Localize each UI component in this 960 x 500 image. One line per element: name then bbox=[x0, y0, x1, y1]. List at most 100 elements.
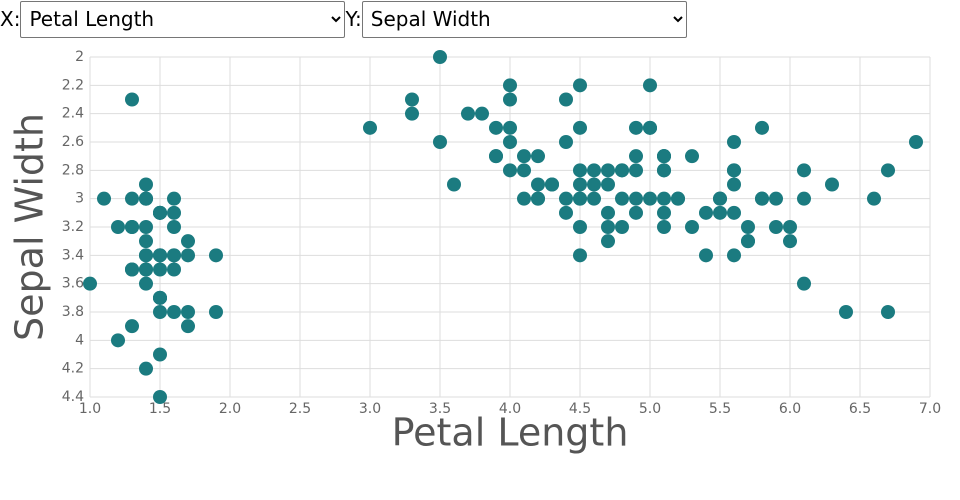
point bbox=[153, 262, 167, 277]
point bbox=[489, 120, 503, 135]
point bbox=[699, 248, 713, 263]
point bbox=[643, 120, 657, 135]
point bbox=[167, 248, 181, 263]
point bbox=[685, 149, 699, 164]
y-tick-label: 3.8 bbox=[62, 304, 84, 320]
point bbox=[825, 177, 839, 192]
point bbox=[531, 177, 545, 192]
point bbox=[657, 149, 671, 164]
x-tick-label: 3.0 bbox=[359, 401, 381, 417]
point bbox=[629, 205, 643, 220]
point bbox=[783, 234, 797, 249]
y-tick-label: 3.4 bbox=[62, 247, 84, 263]
point bbox=[601, 163, 615, 178]
x-tick-label: 3.5 bbox=[429, 401, 451, 417]
y-select[interactable]: Sepal Width bbox=[361, 0, 687, 38]
y-tick-label: 4.2 bbox=[62, 361, 84, 377]
point bbox=[503, 163, 517, 178]
point bbox=[839, 305, 853, 319]
axis-controls: X: Petal Length Y: Sepal Width bbox=[0, 0, 687, 38]
x-tick-label: 7.0 bbox=[919, 401, 941, 417]
y-tick-label: 2.8 bbox=[62, 162, 84, 178]
point bbox=[615, 220, 629, 234]
point bbox=[881, 305, 895, 319]
point bbox=[559, 92, 573, 107]
point bbox=[601, 177, 615, 192]
point bbox=[83, 276, 97, 291]
x-tick-label: 1.0 bbox=[79, 401, 101, 417]
point bbox=[573, 78, 587, 93]
y-tick-label: 3 bbox=[75, 191, 84, 207]
point bbox=[181, 305, 195, 319]
point bbox=[405, 92, 419, 107]
point bbox=[629, 191, 643, 206]
point bbox=[125, 319, 139, 334]
point bbox=[783, 220, 797, 234]
point bbox=[503, 78, 517, 93]
x-axis-title: Petal Length bbox=[392, 411, 629, 455]
y-select-label: Y: bbox=[345, 7, 362, 31]
point bbox=[125, 92, 139, 107]
point bbox=[447, 177, 461, 192]
point bbox=[139, 248, 153, 263]
point bbox=[489, 149, 503, 164]
point bbox=[139, 234, 153, 249]
point bbox=[867, 191, 881, 206]
point bbox=[209, 248, 223, 263]
point bbox=[727, 163, 741, 178]
point bbox=[517, 149, 531, 164]
point bbox=[573, 120, 587, 135]
point bbox=[125, 262, 139, 277]
point bbox=[755, 191, 769, 206]
point bbox=[125, 220, 139, 234]
x-tick-label: 2.5 bbox=[289, 401, 311, 417]
point bbox=[629, 163, 643, 178]
point bbox=[573, 220, 587, 234]
point bbox=[657, 191, 671, 206]
point bbox=[139, 177, 153, 192]
point bbox=[685, 220, 699, 234]
point bbox=[433, 50, 447, 64]
point bbox=[657, 220, 671, 234]
point bbox=[699, 205, 713, 220]
point bbox=[601, 205, 615, 220]
point bbox=[657, 205, 671, 220]
point bbox=[615, 191, 629, 206]
x-tick-label: 4.5 bbox=[569, 401, 591, 417]
x-tick-label: 2.0 bbox=[219, 401, 241, 417]
point bbox=[209, 305, 223, 319]
point bbox=[587, 191, 601, 206]
point bbox=[97, 191, 111, 206]
point bbox=[181, 248, 195, 263]
point bbox=[573, 177, 587, 192]
point bbox=[405, 106, 419, 121]
point bbox=[181, 234, 195, 249]
point bbox=[573, 191, 587, 206]
y-tick-label: 4.4 bbox=[62, 389, 84, 405]
point bbox=[111, 220, 125, 234]
point bbox=[433, 135, 447, 149]
point bbox=[111, 333, 125, 348]
point bbox=[615, 163, 629, 178]
x-select[interactable]: Petal Length bbox=[20, 0, 346, 38]
point bbox=[181, 319, 195, 334]
point bbox=[167, 191, 181, 206]
point bbox=[881, 163, 895, 178]
point bbox=[559, 205, 573, 220]
point bbox=[125, 191, 139, 206]
point bbox=[713, 205, 727, 220]
point bbox=[461, 106, 475, 121]
point bbox=[643, 191, 657, 206]
point bbox=[741, 234, 755, 249]
point bbox=[153, 248, 167, 263]
point bbox=[587, 177, 601, 192]
y-tick-label: 3.6 bbox=[62, 276, 84, 292]
point bbox=[797, 191, 811, 206]
point bbox=[713, 191, 727, 206]
point bbox=[727, 205, 741, 220]
point bbox=[769, 191, 783, 206]
point bbox=[167, 305, 181, 319]
point bbox=[797, 163, 811, 178]
